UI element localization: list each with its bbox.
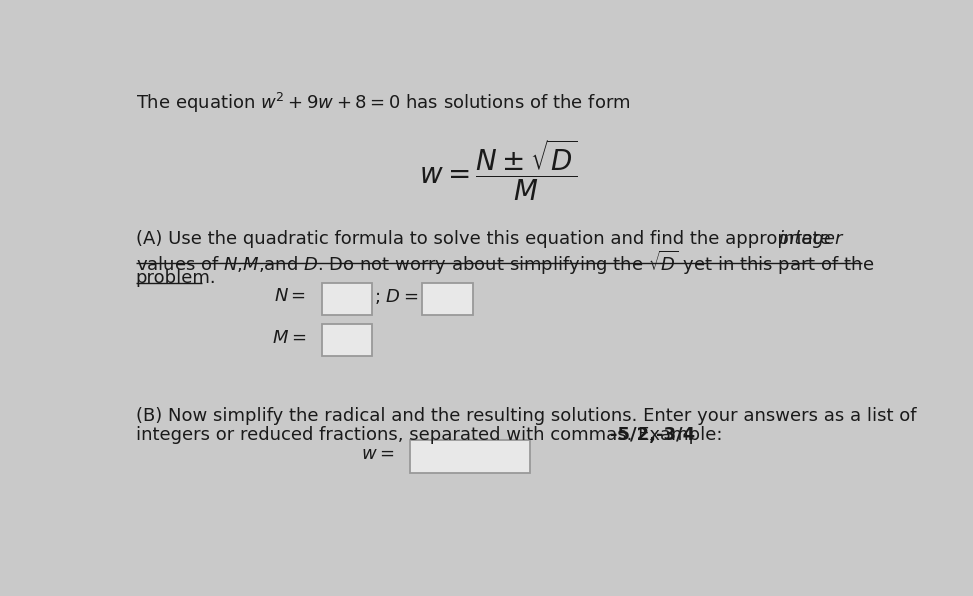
Text: (A) Use the quadratic formula to solve this equation and find the appropriate: (A) Use the quadratic formula to solve t…	[135, 230, 836, 248]
Text: The equation $w^2 + 9w + 8 = 0$ has solutions of the form: The equation $w^2 + 9w + 8 = 0$ has solu…	[135, 91, 631, 115]
Text: $w =$: $w =$	[361, 445, 394, 463]
Text: integers or reduced fractions, separated with commas. Example:: integers or reduced fractions, separated…	[135, 427, 728, 445]
Text: $N =$: $N =$	[274, 287, 306, 305]
Text: values of $N$,$M$,and $D$. Do not worry about simplifying the $\sqrt{D}$ yet in : values of $N$,$M$,and $D$. Do not worry …	[135, 249, 874, 278]
Text: $w = \dfrac{N \pm \sqrt{D}}{M}$: $w = \dfrac{N \pm \sqrt{D}}{M}$	[419, 138, 577, 203]
Text: $M =$: $M =$	[271, 329, 306, 347]
FancyBboxPatch shape	[321, 283, 372, 315]
FancyBboxPatch shape	[422, 283, 473, 315]
Text: integer: integer	[778, 230, 843, 248]
Text: ; $D =$: ; $D =$	[375, 287, 418, 306]
FancyBboxPatch shape	[321, 324, 372, 356]
Text: problem.: problem.	[135, 269, 216, 287]
Text: (B) Now simplify the radical and the resulting solutions. Enter your answers as : (B) Now simplify the radical and the res…	[135, 407, 916, 425]
FancyBboxPatch shape	[410, 440, 530, 473]
Text: -5/2,-3/4: -5/2,-3/4	[610, 427, 695, 445]
